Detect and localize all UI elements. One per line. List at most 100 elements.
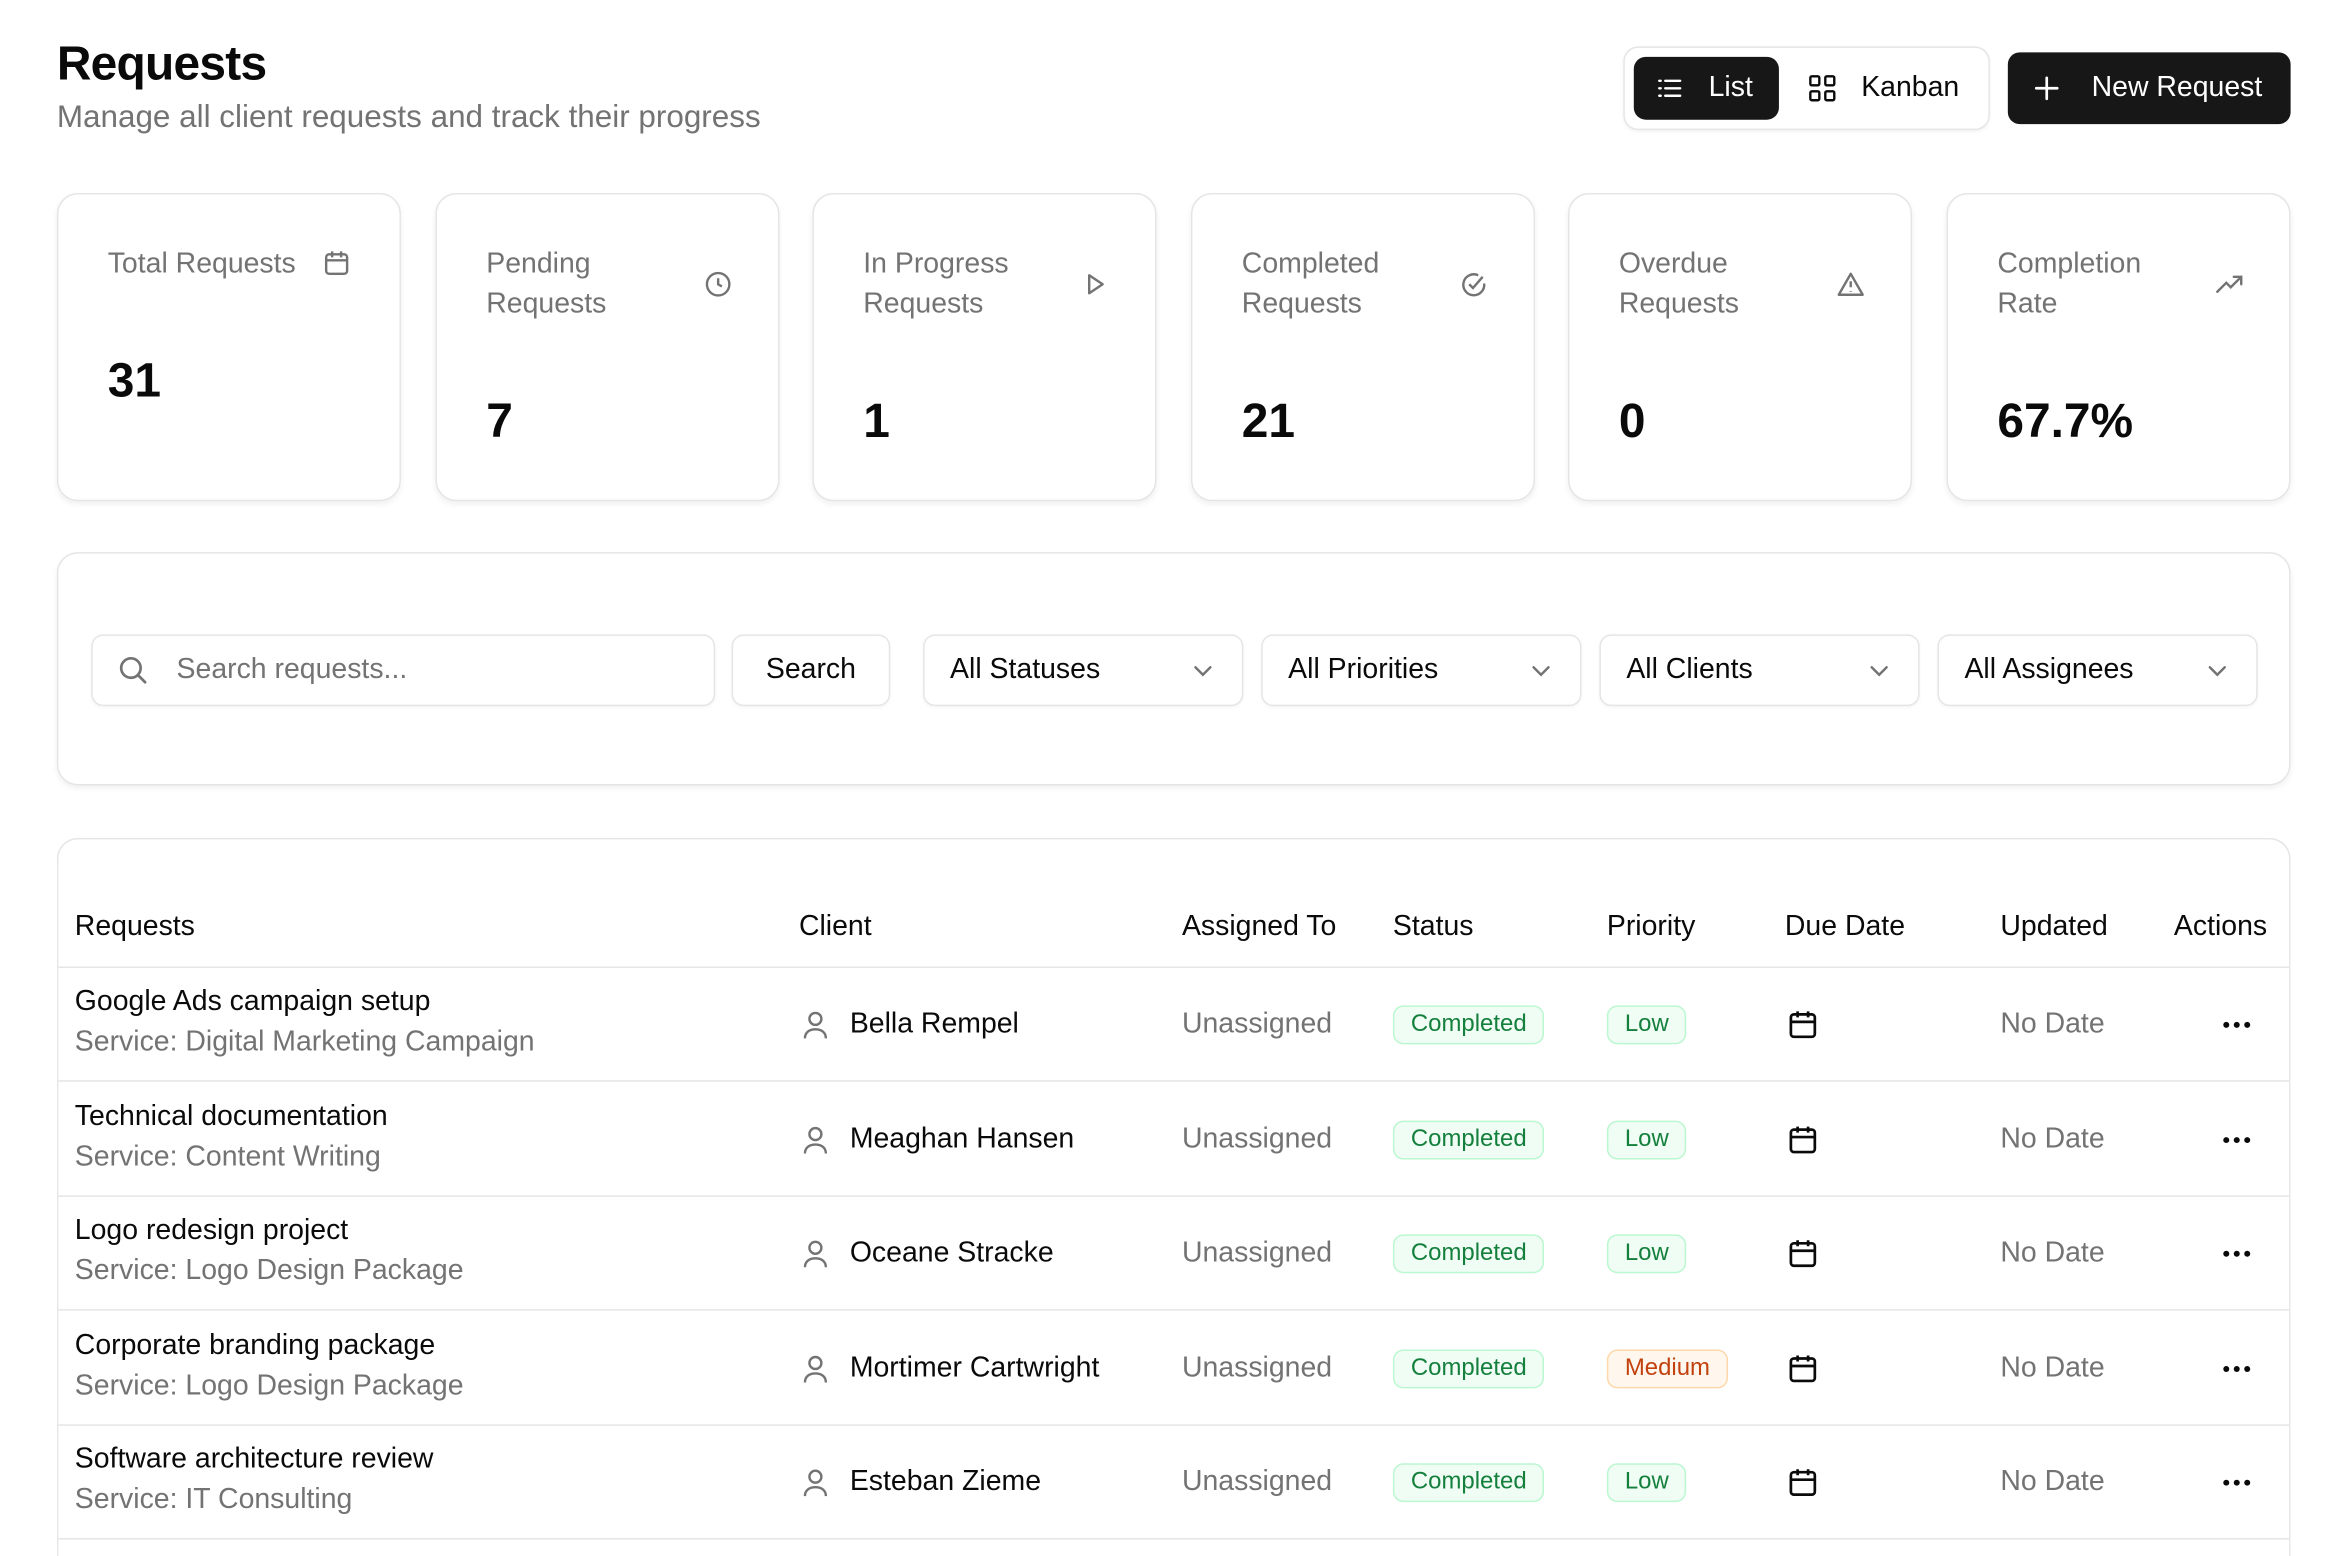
updated-date: No Date bbox=[2000, 1466, 2105, 1498]
priority-badge: Low bbox=[1606, 1119, 1687, 1159]
priority-filter-value: All Priorities bbox=[1288, 653, 1439, 686]
header-divider bbox=[58, 966, 2290, 969]
stat-label: Completed Requests bbox=[1241, 248, 1380, 321]
column-header-due-date[interactable]: Due Date bbox=[1784, 911, 1906, 943]
column-header-updated[interactable]: Updated bbox=[2000, 911, 2108, 943]
due-date-calendar-icon[interactable] bbox=[1786, 968, 1819, 1082]
list-view-button[interactable]: List bbox=[1633, 56, 1779, 120]
calendar-icon bbox=[322, 248, 352, 278]
client-filter-value: All Clients bbox=[1626, 653, 1753, 686]
play-icon bbox=[1080, 269, 1110, 299]
more-actions-icon[interactable] bbox=[2222, 1426, 2252, 1540]
column-header-priority[interactable]: Priority bbox=[1606, 911, 1696, 943]
stat-value: 31 bbox=[107, 353, 161, 407]
more-actions-icon[interactable] bbox=[2222, 1197, 2252, 1311]
stat-value: 1 bbox=[863, 393, 890, 448]
stat-label: Pending Requests bbox=[486, 248, 607, 321]
new-request-button[interactable]: New Request bbox=[2007, 52, 2291, 125]
kanban-label: Kanban bbox=[1861, 71, 1960, 104]
stat-card-pending-requests: Pending Requests 7 bbox=[435, 193, 780, 502]
page-title: Requests bbox=[56, 35, 267, 90]
assigned-to: Unassigned bbox=[1181, 1237, 1333, 1269]
status-badge: Completed bbox=[1392, 1463, 1545, 1503]
filters-panel: Search All Statuses All Priorities All C… bbox=[56, 552, 2291, 786]
table-row[interactable]: Software architecture review Service: IT… bbox=[58, 1426, 2290, 1540]
alert-triangle-icon bbox=[1836, 269, 1866, 299]
table-row[interactable]: Logo redesign project Service: Logo Desi… bbox=[58, 1197, 2290, 1311]
more-actions-icon[interactable] bbox=[2222, 1311, 2252, 1425]
user-icon bbox=[802, 1010, 829, 1040]
page-subtitle: Manage all client requests and track the… bbox=[56, 100, 761, 135]
table-row[interactable]: Technical documentation Service: Content… bbox=[58, 1082, 2290, 1197]
request-service: Service: Logo Design Package bbox=[74, 1369, 464, 1402]
request-name[interactable]: Corporate branding package bbox=[74, 1329, 436, 1361]
search-icon bbox=[117, 654, 150, 687]
status-filter-select[interactable]: All Statuses bbox=[923, 634, 1244, 707]
updated-date: No Date bbox=[2000, 1008, 2105, 1040]
request-name[interactable]: Software architecture review bbox=[74, 1443, 434, 1476]
updated-date: No Date bbox=[2000, 1122, 2105, 1155]
request-name[interactable]: Logo redesign project bbox=[74, 1214, 349, 1247]
list-icon bbox=[1655, 73, 1685, 103]
client-name: Mortimer Cartwright bbox=[849, 1351, 1100, 1384]
chevron-down-icon bbox=[1867, 658, 1891, 682]
stat-value: 7 bbox=[486, 393, 513, 448]
stat-card-in-progress-requests: In Progress Requests 1 bbox=[812, 193, 1157, 502]
chevron-down-icon bbox=[1529, 658, 1553, 682]
more-actions-icon[interactable] bbox=[2222, 968, 2252, 1082]
priority-badge: Low bbox=[1606, 1005, 1687, 1045]
stat-label: Total Requests bbox=[107, 248, 296, 280]
client-name: Meaghan Hansen bbox=[849, 1122, 1075, 1155]
status-badge: Completed bbox=[1392, 1234, 1545, 1274]
priority-badge: Medium bbox=[1606, 1348, 1728, 1388]
column-header-assigned-to[interactable]: Assigned To bbox=[1181, 911, 1337, 943]
search-input[interactable] bbox=[176, 653, 626, 687]
stat-value: 0 bbox=[1618, 393, 1646, 448]
assignee-filter-select[interactable]: All Assignees bbox=[1937, 634, 2258, 707]
client-name: Bella Rempel bbox=[849, 1008, 1019, 1040]
chevron-down-icon bbox=[1191, 658, 1215, 682]
request-service: Service: IT Consulting bbox=[74, 1484, 353, 1516]
column-header-actions[interactable]: Actions bbox=[2173, 911, 2268, 943]
request-service: Service: Logo Design Package bbox=[74, 1255, 464, 1287]
user-icon bbox=[802, 1353, 829, 1383]
priority-badge: Low bbox=[1606, 1463, 1687, 1503]
column-header-client[interactable]: Client bbox=[798, 911, 872, 943]
stat-label: Overdue Requests bbox=[1618, 248, 1739, 321]
table-row[interactable]: Google Ads campaign setup Service: Digit… bbox=[58, 968, 2290, 1082]
search-field[interactable] bbox=[91, 634, 716, 707]
due-date-calendar-icon[interactable] bbox=[1786, 1082, 1819, 1196]
assigned-to: Unassigned bbox=[1181, 1351, 1333, 1384]
due-date-calendar-icon[interactable] bbox=[1786, 1426, 1819, 1540]
more-actions-icon[interactable] bbox=[2222, 1082, 2252, 1196]
request-service: Service: Digital Marketing Campaign bbox=[74, 1026, 535, 1058]
chevron-down-icon bbox=[2205, 658, 2229, 682]
assigned-to: Unassigned bbox=[1181, 1008, 1333, 1040]
assigned-to: Unassigned bbox=[1181, 1122, 1333, 1155]
user-icon bbox=[802, 1239, 829, 1269]
priority-badge: Low bbox=[1606, 1234, 1687, 1274]
assigned-to: Unassigned bbox=[1181, 1466, 1333, 1498]
request-name[interactable]: Google Ads campaign setup bbox=[74, 985, 431, 1018]
stat-value: 21 bbox=[1241, 393, 1296, 448]
user-icon bbox=[802, 1124, 829, 1154]
client-filter-select[interactable]: All Clients bbox=[1599, 634, 1920, 707]
column-header-requests[interactable]: Requests bbox=[74, 911, 195, 943]
column-header-status[interactable]: Status bbox=[1392, 911, 1474, 943]
kanban-view-button[interactable]: Kanban bbox=[1786, 57, 1980, 120]
status-badge: Completed bbox=[1392, 1005, 1545, 1045]
plus-icon bbox=[2032, 73, 2062, 103]
search-button[interactable]: Search bbox=[731, 634, 891, 707]
requests-table: Requests Client Assigned To Status Priority D… bbox=[56, 837, 2291, 1556]
user-icon bbox=[802, 1468, 829, 1498]
table-row[interactable]: Corporate branding package Service: Logo… bbox=[58, 1311, 2290, 1426]
request-service: Service: Content Writing bbox=[74, 1140, 381, 1173]
due-date-calendar-icon[interactable] bbox=[1786, 1311, 1819, 1425]
stat-value: 67.7% bbox=[1997, 393, 2134, 448]
trending-up-icon bbox=[2214, 269, 2244, 299]
due-date-calendar-icon[interactable] bbox=[1786, 1197, 1819, 1311]
request-name[interactable]: Technical documentation bbox=[74, 1100, 388, 1132]
search-button-label: Search bbox=[765, 653, 856, 686]
priority-filter-select[interactable]: All Priorities bbox=[1261, 634, 1582, 707]
check-circle-icon bbox=[1459, 269, 1489, 299]
